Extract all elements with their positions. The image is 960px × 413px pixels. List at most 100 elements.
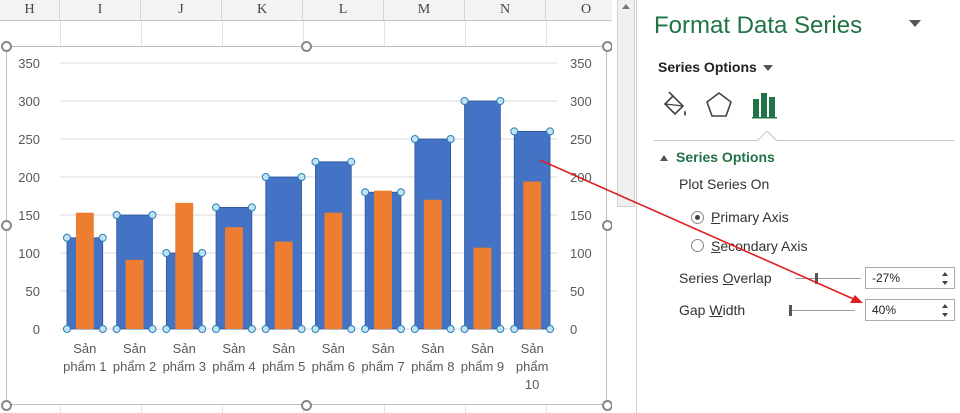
scroll-up-arrow-icon[interactable] [622, 4, 630, 9]
secondary-y-tick-label: 200 [570, 170, 592, 185]
selection-handle [546, 127, 555, 136]
bar-series-2 [473, 247, 492, 329]
chart-resize-handle[interactable] [602, 400, 612, 411]
column-header-i[interactable]: I [60, 0, 141, 20]
gap-width-slider[interactable] [789, 310, 855, 311]
series-options-section-header[interactable]: Series Options [660, 149, 775, 165]
plot-series-on-label: Plot Series On [679, 176, 770, 192]
chart-resize-handle[interactable] [602, 41, 612, 52]
chart-canvas: 0 50 100 150 200 250 300 350 0 50 100 150 200 250 300 3… [18, 56, 592, 392]
primary-axis-label[interactable]: Primary Axis [711, 209, 789, 225]
selection-handle [311, 325, 320, 333]
secondary-y-tick-label: 50 [570, 284, 584, 299]
column-header-k[interactable]: K [222, 0, 303, 20]
bar-series-2 [324, 212, 343, 329]
series-overlap-slider-thumb[interactable] [815, 273, 818, 284]
selection-handle [510, 127, 519, 136]
selection-handle [396, 188, 405, 197]
bar-series-2 [125, 259, 144, 329]
selection-handle [546, 325, 555, 333]
chart-resize-handle[interactable] [1, 400, 12, 411]
selection-handle [112, 325, 121, 333]
chart-resize-handle[interactable] [301, 41, 312, 52]
selection-handle [347, 325, 356, 333]
column-header-m[interactable]: M [384, 0, 465, 20]
selection-handle [396, 325, 405, 333]
y-tick-label: 250 [18, 132, 40, 147]
secondary-axis-text: econdary Axis [720, 238, 808, 254]
selection-handle [460, 97, 469, 105]
secondary-axis-label[interactable]: Secondary Axis [711, 238, 808, 254]
x-tick-label: phẩm 4 [212, 359, 255, 374]
column-header-j[interactable]: J [141, 0, 222, 20]
selection-handle [198, 325, 207, 333]
x-tick-label: Sản [73, 341, 96, 356]
x-tick-label: Sản [272, 341, 295, 356]
y-tick-label: 300 [18, 94, 40, 109]
series-overlap-accel: O [722, 270, 734, 286]
selection-handle [361, 188, 370, 197]
selection-handle [212, 325, 221, 333]
primary-axis-radio[interactable] [691, 211, 704, 224]
x-tick-label: phẩm 2 [113, 359, 156, 374]
series-overlap-slider[interactable] [795, 278, 861, 279]
selection-handle [496, 325, 505, 333]
y-tick-label: 100 [18, 246, 40, 261]
selection-handle [410, 135, 419, 143]
spin-down-icon[interactable] [942, 313, 948, 317]
secondary-y-tick-label: 250 [570, 132, 592, 147]
section-title: Series Options [676, 149, 775, 165]
spin-up-icon[interactable] [942, 304, 948, 308]
selection-handle [297, 325, 306, 333]
spin-up-icon[interactable] [942, 272, 948, 276]
y-tick-label: 50 [26, 284, 40, 299]
chart-resize-handle[interactable] [301, 400, 312, 411]
tab-divider [654, 140, 954, 141]
vertical-scrollbar[interactable] [617, 0, 635, 207]
y-tick-label: 0 [33, 322, 40, 337]
selection-handle [297, 173, 306, 181]
chart-resize-handle[interactable] [1, 41, 12, 52]
selection-handle [148, 211, 157, 219]
column-header-n[interactable]: N [465, 0, 546, 20]
gap-width-value[interactable]: 40% [872, 303, 897, 317]
column-header-o[interactable]: O [546, 0, 612, 20]
x-tick-label: Sản [371, 341, 394, 356]
column-header-l[interactable]: L [303, 0, 384, 20]
paint-bucket-icon[interactable] [659, 90, 689, 120]
selection-handle [460, 325, 469, 333]
x-tick-label: 10 [525, 377, 539, 392]
gap-width-text-a: Gap [679, 302, 710, 318]
selection-handle [361, 325, 370, 333]
selection-handle [162, 249, 171, 257]
y-tick-label: 150 [18, 208, 40, 223]
chart-resize-handle[interactable] [602, 220, 612, 231]
gap-width-slider-thumb[interactable] [789, 305, 792, 316]
secondary-y-tick-label: 150 [570, 208, 592, 223]
chart[interactable]: 0 50 100 150 200 250 300 350 0 50 100 150 200 250 300 3… [6, 46, 607, 405]
pentagon-icon[interactable] [704, 90, 734, 120]
selection-handle [62, 325, 71, 333]
selection-handle [446, 325, 455, 333]
selection-handle [311, 157, 320, 166]
gap-width-accel: W [709, 302, 723, 318]
bar-chart-icon[interactable] [750, 90, 780, 120]
selection-handle [247, 203, 256, 212]
x-tick-label: phẩm 1 [63, 359, 106, 374]
selection-handle [446, 135, 455, 143]
spin-down-icon[interactable] [942, 281, 948, 285]
secondary-y-tick-label: 0 [570, 322, 577, 337]
chart-resize-handle[interactable] [1, 220, 12, 231]
gap-width-spinner[interactable]: 40% [865, 299, 955, 321]
series-overlap-text-a: Series [679, 270, 723, 286]
series-overlap-value[interactable]: -27% [872, 271, 901, 285]
pane-options-dropdown-icon[interactable] [909, 20, 921, 27]
column-header-h[interactable]: H [0, 0, 60, 20]
x-tick-label: phẩm 5 [262, 359, 305, 374]
series-options-dropdown[interactable]: Series Options [658, 59, 773, 75]
x-tick-label: Sản [123, 341, 146, 356]
y-tick-label: 350 [18, 56, 40, 71]
secondary-axis-radio[interactable] [691, 239, 704, 252]
selection-handle [261, 173, 270, 181]
series-overlap-spinner[interactable]: -27% [865, 267, 955, 289]
